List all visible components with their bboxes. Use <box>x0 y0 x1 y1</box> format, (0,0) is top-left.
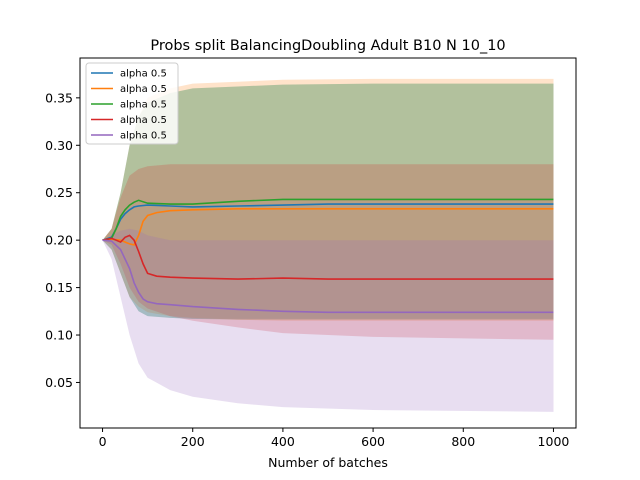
y-tick-label: 0.35 <box>45 90 73 105</box>
line-series-2 <box>102 208 554 246</box>
line-series-3 <box>102 198 554 241</box>
legend-label-3: alpha 0.5 <box>120 100 167 111</box>
legend-label-5: alpha 0.5 <box>120 131 167 142</box>
band-series-1 <box>102 83 554 319</box>
y-tick-label: 0.20 <box>45 233 73 248</box>
y-tick-label: 0.30 <box>45 138 73 153</box>
y-tick-label: 0.10 <box>45 328 73 343</box>
x-tick-label: 600 <box>361 434 385 449</box>
legend-label-1: alpha 0.5 <box>120 69 167 80</box>
legend: alpha 0.5 alpha 0.5 alpha 0.5 alpha 0.5 alph… <box>85 62 179 145</box>
y-tick-label: 0.15 <box>45 280 73 295</box>
line-series-5 <box>102 239 554 314</box>
x-axis-label: Number of batches <box>268 455 388 470</box>
y-tick-label: 0.25 <box>45 185 73 200</box>
line-series-4 <box>102 234 554 280</box>
legend-label-4: alpha 0.5 <box>120 115 167 126</box>
x-tick-label: 1000 <box>538 434 570 449</box>
series-lines <box>102 198 554 314</box>
legend-label-2: alpha 0.5 <box>120 84 167 95</box>
x-tick-label: 0 <box>99 434 107 449</box>
x-axis-ticks: 0 200 400 600 800 1000 <box>99 428 570 449</box>
confidence-bands <box>102 78 554 412</box>
legend-box <box>85 62 179 145</box>
band-series-3 <box>102 83 554 320</box>
axes-frame <box>79 57 577 429</box>
x-tick-label: 400 <box>271 434 295 449</box>
band-series-5 <box>102 228 554 412</box>
chart-title: Probs split BalancingDoubling Adult B10 … <box>150 38 505 54</box>
y-axis-ticks: 0.05 0.10 0.15 0.20 0.25 0.30 0.35 <box>45 90 80 390</box>
x-tick-label: 800 <box>451 434 475 449</box>
x-tick-label: 200 <box>181 434 205 449</box>
y-tick-label: 0.05 <box>45 375 73 390</box>
